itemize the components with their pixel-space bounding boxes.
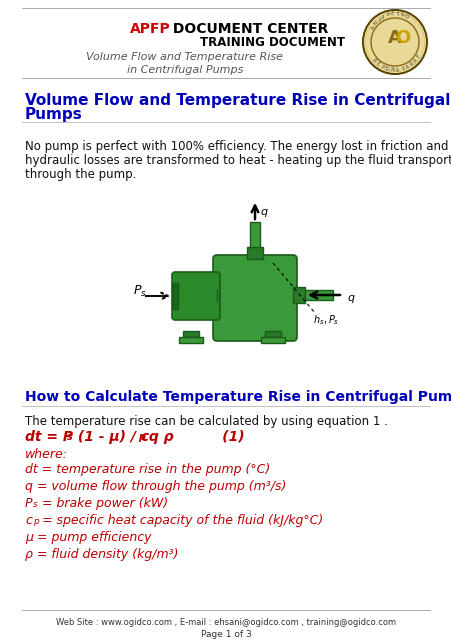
Text: where:: where:	[25, 448, 68, 461]
Text: APFP: APFP	[130, 22, 170, 36]
Text: Y: Y	[400, 66, 404, 72]
Text: R: R	[370, 58, 376, 63]
Text: A: A	[404, 64, 410, 70]
Text: A: A	[387, 29, 401, 47]
Text: A: A	[367, 26, 373, 31]
Text: μ = pump efficiency: μ = pump efficiency	[25, 531, 151, 544]
Text: O: O	[395, 29, 410, 47]
Text: Volume Flow and Temperature Rise: Volume Flow and Temperature Rise	[86, 52, 283, 62]
Text: The temperature rise can be calculated by using equation 1 .: The temperature rise can be calculated b…	[25, 415, 387, 428]
Bar	[183, 331, 198, 337]
Text: through the pump.: through the pump.	[25, 168, 136, 181]
Text: = brake power (kW): = brake power (kW)	[38, 497, 168, 510]
Text: Page 1 of 3: Page 1 of 3	[200, 630, 251, 639]
Text: = specific heat capacity of the fluid (kJ/kg°C): = specific heat capacity of the fluid (k…	[38, 514, 322, 527]
Text: P: P	[25, 497, 32, 510]
Text: R: R	[409, 61, 414, 67]
Text: s: s	[67, 432, 73, 442]
Text: Y: Y	[374, 17, 380, 23]
Text: A: A	[412, 58, 418, 63]
Text: p: p	[138, 432, 145, 442]
Text: Web Site : www.ogidco.com , E-mail : ehsani@ogidco.com , training@ogidco.com: Web Site : www.ogidco.com , E-mail : ehs…	[56, 618, 395, 627]
Bar	[260, 337, 285, 343]
Text: Pumps: Pumps	[25, 107, 83, 122]
Text: q: q	[346, 293, 353, 303]
Text: D: D	[384, 66, 389, 72]
Text: R: R	[400, 12, 404, 18]
Bar	[304, 290, 332, 300]
Text: N: N	[389, 67, 394, 72]
Text: A: A	[379, 14, 384, 20]
Circle shape	[364, 12, 424, 72]
Text: q ρ          (1): q ρ (1)	[144, 430, 244, 444]
Text: E: E	[374, 61, 380, 67]
Text: c: c	[25, 514, 32, 527]
Bar	[179, 337, 202, 343]
Text: $h_s, P_s$: $h_s, P_s$	[312, 313, 339, 327]
Text: TRAINING DOCUMENT: TRAINING DOCUMENT	[199, 36, 344, 49]
Text: s: s	[33, 500, 38, 509]
Bar	[292, 287, 304, 303]
Bar	[173, 283, 178, 309]
Text: dt = P: dt = P	[25, 430, 73, 444]
FancyBboxPatch shape	[212, 255, 296, 341]
Text: hydraulic losses are transformed to heat - heating up the fluid transported: hydraulic losses are transformed to heat…	[25, 154, 451, 167]
Text: $P_s$: $P_s$	[133, 284, 147, 298]
Bar	[264, 331, 281, 337]
Text: No pump is perfect with 100% efficiency. The energy lost in friction and: No pump is perfect with 100% efficiency.…	[25, 140, 447, 153]
Text: A: A	[395, 67, 399, 72]
Text: p: p	[33, 517, 39, 526]
Text: E: E	[390, 12, 393, 17]
Text: ρ = fluid density (kg/m³): ρ = fluid density (kg/m³)	[25, 548, 178, 561]
Text: O: O	[404, 14, 410, 20]
Text: T: T	[395, 12, 399, 17]
Text: P: P	[379, 64, 384, 70]
Text: F: F	[415, 54, 421, 58]
FancyBboxPatch shape	[172, 272, 220, 320]
Text: dt = temperature rise in the pump (°C): dt = temperature rise in the pump (°C)	[25, 463, 270, 476]
Text: DOCUMENT CENTER: DOCUMENT CENTER	[168, 22, 327, 36]
Bar	[249, 222, 259, 247]
Text: q = volume flow through the pump (m³/s): q = volume flow through the pump (m³/s)	[25, 480, 286, 493]
Text: R: R	[370, 20, 376, 27]
Bar	[246, 247, 262, 259]
Text: (1 - μ) / c: (1 - μ) / c	[73, 430, 149, 444]
Text: P: P	[384, 12, 388, 18]
Text: in Centrifugal Pumps: in Centrifugal Pumps	[127, 65, 243, 75]
Text: How to Calculate Temperature Rise in Centrifugal Pumps: How to Calculate Temperature Rise in Cen…	[25, 390, 451, 404]
Text: q: q	[259, 207, 267, 217]
Text: Volume Flow and Temperature Rise in Centrifugal: Volume Flow and Temperature Rise in Cent…	[25, 93, 449, 108]
